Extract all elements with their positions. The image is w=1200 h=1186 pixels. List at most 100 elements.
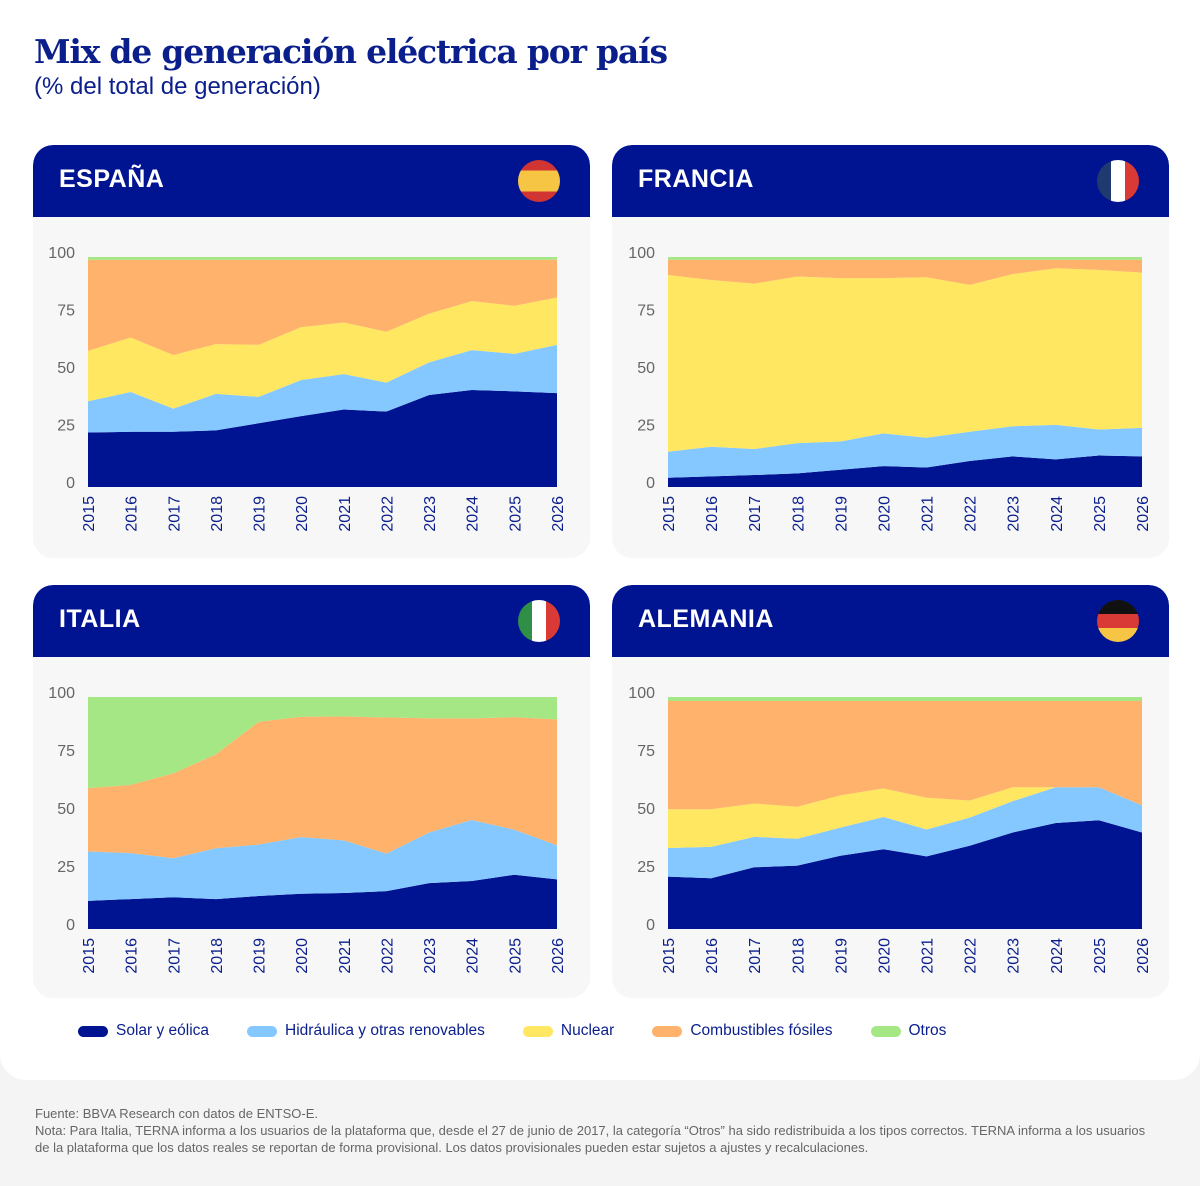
area-solar: [88, 389, 557, 487]
y-tick-label: 50: [57, 801, 75, 818]
x-tick-label: 2025: [507, 496, 524, 532]
y-tick-label: 25: [57, 418, 75, 435]
legend: Solar y eólica Hidráulica y otras renova…: [78, 1022, 984, 1040]
y-tick-label: 100: [48, 685, 75, 702]
area-nuclear: [88, 297, 557, 409]
y-tick-label: 50: [637, 360, 655, 377]
y-tick-label: 0: [646, 917, 655, 934]
x-tick-label: 2024: [465, 938, 482, 974]
x-tick-label: 2015: [661, 496, 678, 532]
x-tick-label: 2022: [379, 496, 396, 532]
area-solar: [88, 874, 557, 929]
panel-espana: ESPAÑA 0 25 50 75 100 2015 2016 2017 2018 2019 202…: [33, 145, 590, 558]
y-tick-label: 75: [637, 743, 655, 760]
x-tick-label: 2020: [294, 938, 311, 974]
note-text: Nota: Para Italia, TERNA informa a los u…: [35, 1123, 1146, 1155]
x-tick-label: 2026: [1135, 938, 1152, 974]
area-otros: [88, 257, 557, 260]
area-nuclear: [668, 268, 1142, 452]
x-tick-label: 2019: [833, 496, 850, 532]
country-name: ALEMANIA: [638, 605, 774, 633]
y-tick-label: 100: [628, 245, 655, 262]
area-hidraulica: [88, 344, 557, 433]
panel-header: FRANCIA: [612, 145, 1169, 217]
x-tick-label: 2025: [1092, 938, 1109, 974]
y-tick-label: 75: [57, 303, 75, 320]
x-tick-label: 2019: [833, 938, 850, 974]
x-tick-label: 2022: [963, 938, 980, 974]
panel-alemania: ALEMANIA 0 25 50 75 100 2015 2016 2017 2018 2019 2…: [612, 585, 1169, 998]
y-tick-label: 75: [637, 303, 655, 320]
x-tick-label: 2016: [704, 496, 721, 532]
panel-italia: ITALIA 0 25 50 75 100 2015 2016 2017 2018 2019 202…: [33, 585, 590, 998]
x-tick-label: 2017: [166, 496, 183, 532]
panel-header: ITALIA: [33, 585, 590, 657]
x-tick-label: 2018: [209, 496, 226, 532]
x-tick-label: 2026: [550, 938, 567, 974]
panel-header: ALEMANIA: [612, 585, 1169, 657]
legend-item-otros: Otros: [870, 1022, 947, 1040]
y-tick-label: 50: [637, 801, 655, 818]
x-tick-label: 2026: [550, 496, 567, 532]
area-fosiles: [668, 700, 1142, 810]
france-flag-icon: [1097, 160, 1139, 202]
x-tick-label: 2018: [790, 938, 807, 974]
area-fosiles: [668, 259, 1142, 285]
italy-flag-icon: [518, 600, 560, 642]
legend-label: Otros: [908, 1022, 947, 1039]
area-otros: [668, 697, 1142, 701]
source-text: Fuente: BBVA Research con datos de ENTSO…: [35, 1106, 319, 1121]
area-nuclear: [668, 787, 1142, 849]
area-hidraulica: [88, 819, 557, 901]
x-tick-label: 2023: [422, 496, 439, 532]
legend-label: Nuclear: [560, 1022, 615, 1039]
area-hidraulica: [668, 424, 1142, 478]
legend-label: Hidráulica y otras renovables: [285, 1022, 485, 1039]
x-tick-label: 2026: [1135, 496, 1152, 532]
area-chart-espana: 0 25 50 75 100 2015 2016 2017 2018 2019 2020 2021 20…: [48, 245, 567, 532]
legend-item-nuclear: Nuclear: [522, 1022, 615, 1040]
legend-item-fosiles: Combustibles fósiles: [652, 1022, 833, 1040]
area-hidraulica: [668, 787, 1142, 879]
legend-swatch: [78, 1025, 108, 1037]
y-tick-label: 0: [66, 475, 75, 492]
legend-label: Combustibles fósiles: [690, 1022, 833, 1039]
x-tick-label: 2017: [166, 938, 183, 974]
legend-item-solar: Solar y eólica: [78, 1022, 209, 1040]
page-subtitle: (% del total de generación): [34, 73, 321, 100]
x-tick-label: 2017: [747, 496, 764, 532]
y-tick-label: 0: [66, 917, 75, 934]
x-tick-label: 2016: [704, 938, 721, 974]
y-tick-label: 25: [637, 859, 655, 876]
x-tick-label: 2023: [1006, 496, 1023, 532]
panel-francia: FRANCIA 0 25 50 75 100 2015 2016 2017 2018 2019 20…: [612, 145, 1169, 558]
x-tick-label: 2021: [920, 938, 937, 974]
x-tick-label: 2020: [294, 496, 311, 532]
legend-swatch: [652, 1025, 683, 1037]
country-name: ITALIA: [59, 605, 141, 633]
x-tick-label: 2015: [81, 938, 98, 974]
area-chart-italia: 0 25 50 75 100 2015 2016 2017 2018 2019 2020 2021 20…: [48, 685, 567, 974]
y-tick-label: 100: [48, 245, 75, 262]
x-tick-label: 2021: [337, 938, 354, 974]
y-tick-label: 75: [57, 743, 75, 760]
y-tick-label: 25: [57, 859, 75, 876]
x-tick-label: 2015: [661, 938, 678, 974]
legend-swatch: [522, 1025, 553, 1037]
x-tick-label: 2022: [379, 938, 396, 974]
x-tick-label: 2021: [337, 496, 354, 532]
x-tick-label: 2018: [209, 938, 226, 974]
x-tick-label: 2019: [252, 496, 269, 532]
area-otros: [668, 257, 1142, 260]
country-name: ESPAÑA: [59, 165, 165, 193]
x-tick-label: 2025: [1092, 496, 1109, 532]
x-tick-label: 2015: [81, 496, 98, 532]
germany-flag-icon: [1097, 600, 1139, 642]
x-tick-label: 2025: [507, 938, 524, 974]
panel-header: ESPAÑA: [33, 145, 590, 217]
x-tick-label: 2016: [124, 496, 141, 532]
legend-swatch: [247, 1025, 278, 1037]
x-tick-label: 2024: [1049, 938, 1066, 974]
x-tick-label: 2024: [1049, 496, 1066, 532]
area-chart-francia: 0 25 50 75 100 2015 2016 2017 2018 2019 2020 2021 20…: [628, 245, 1152, 532]
